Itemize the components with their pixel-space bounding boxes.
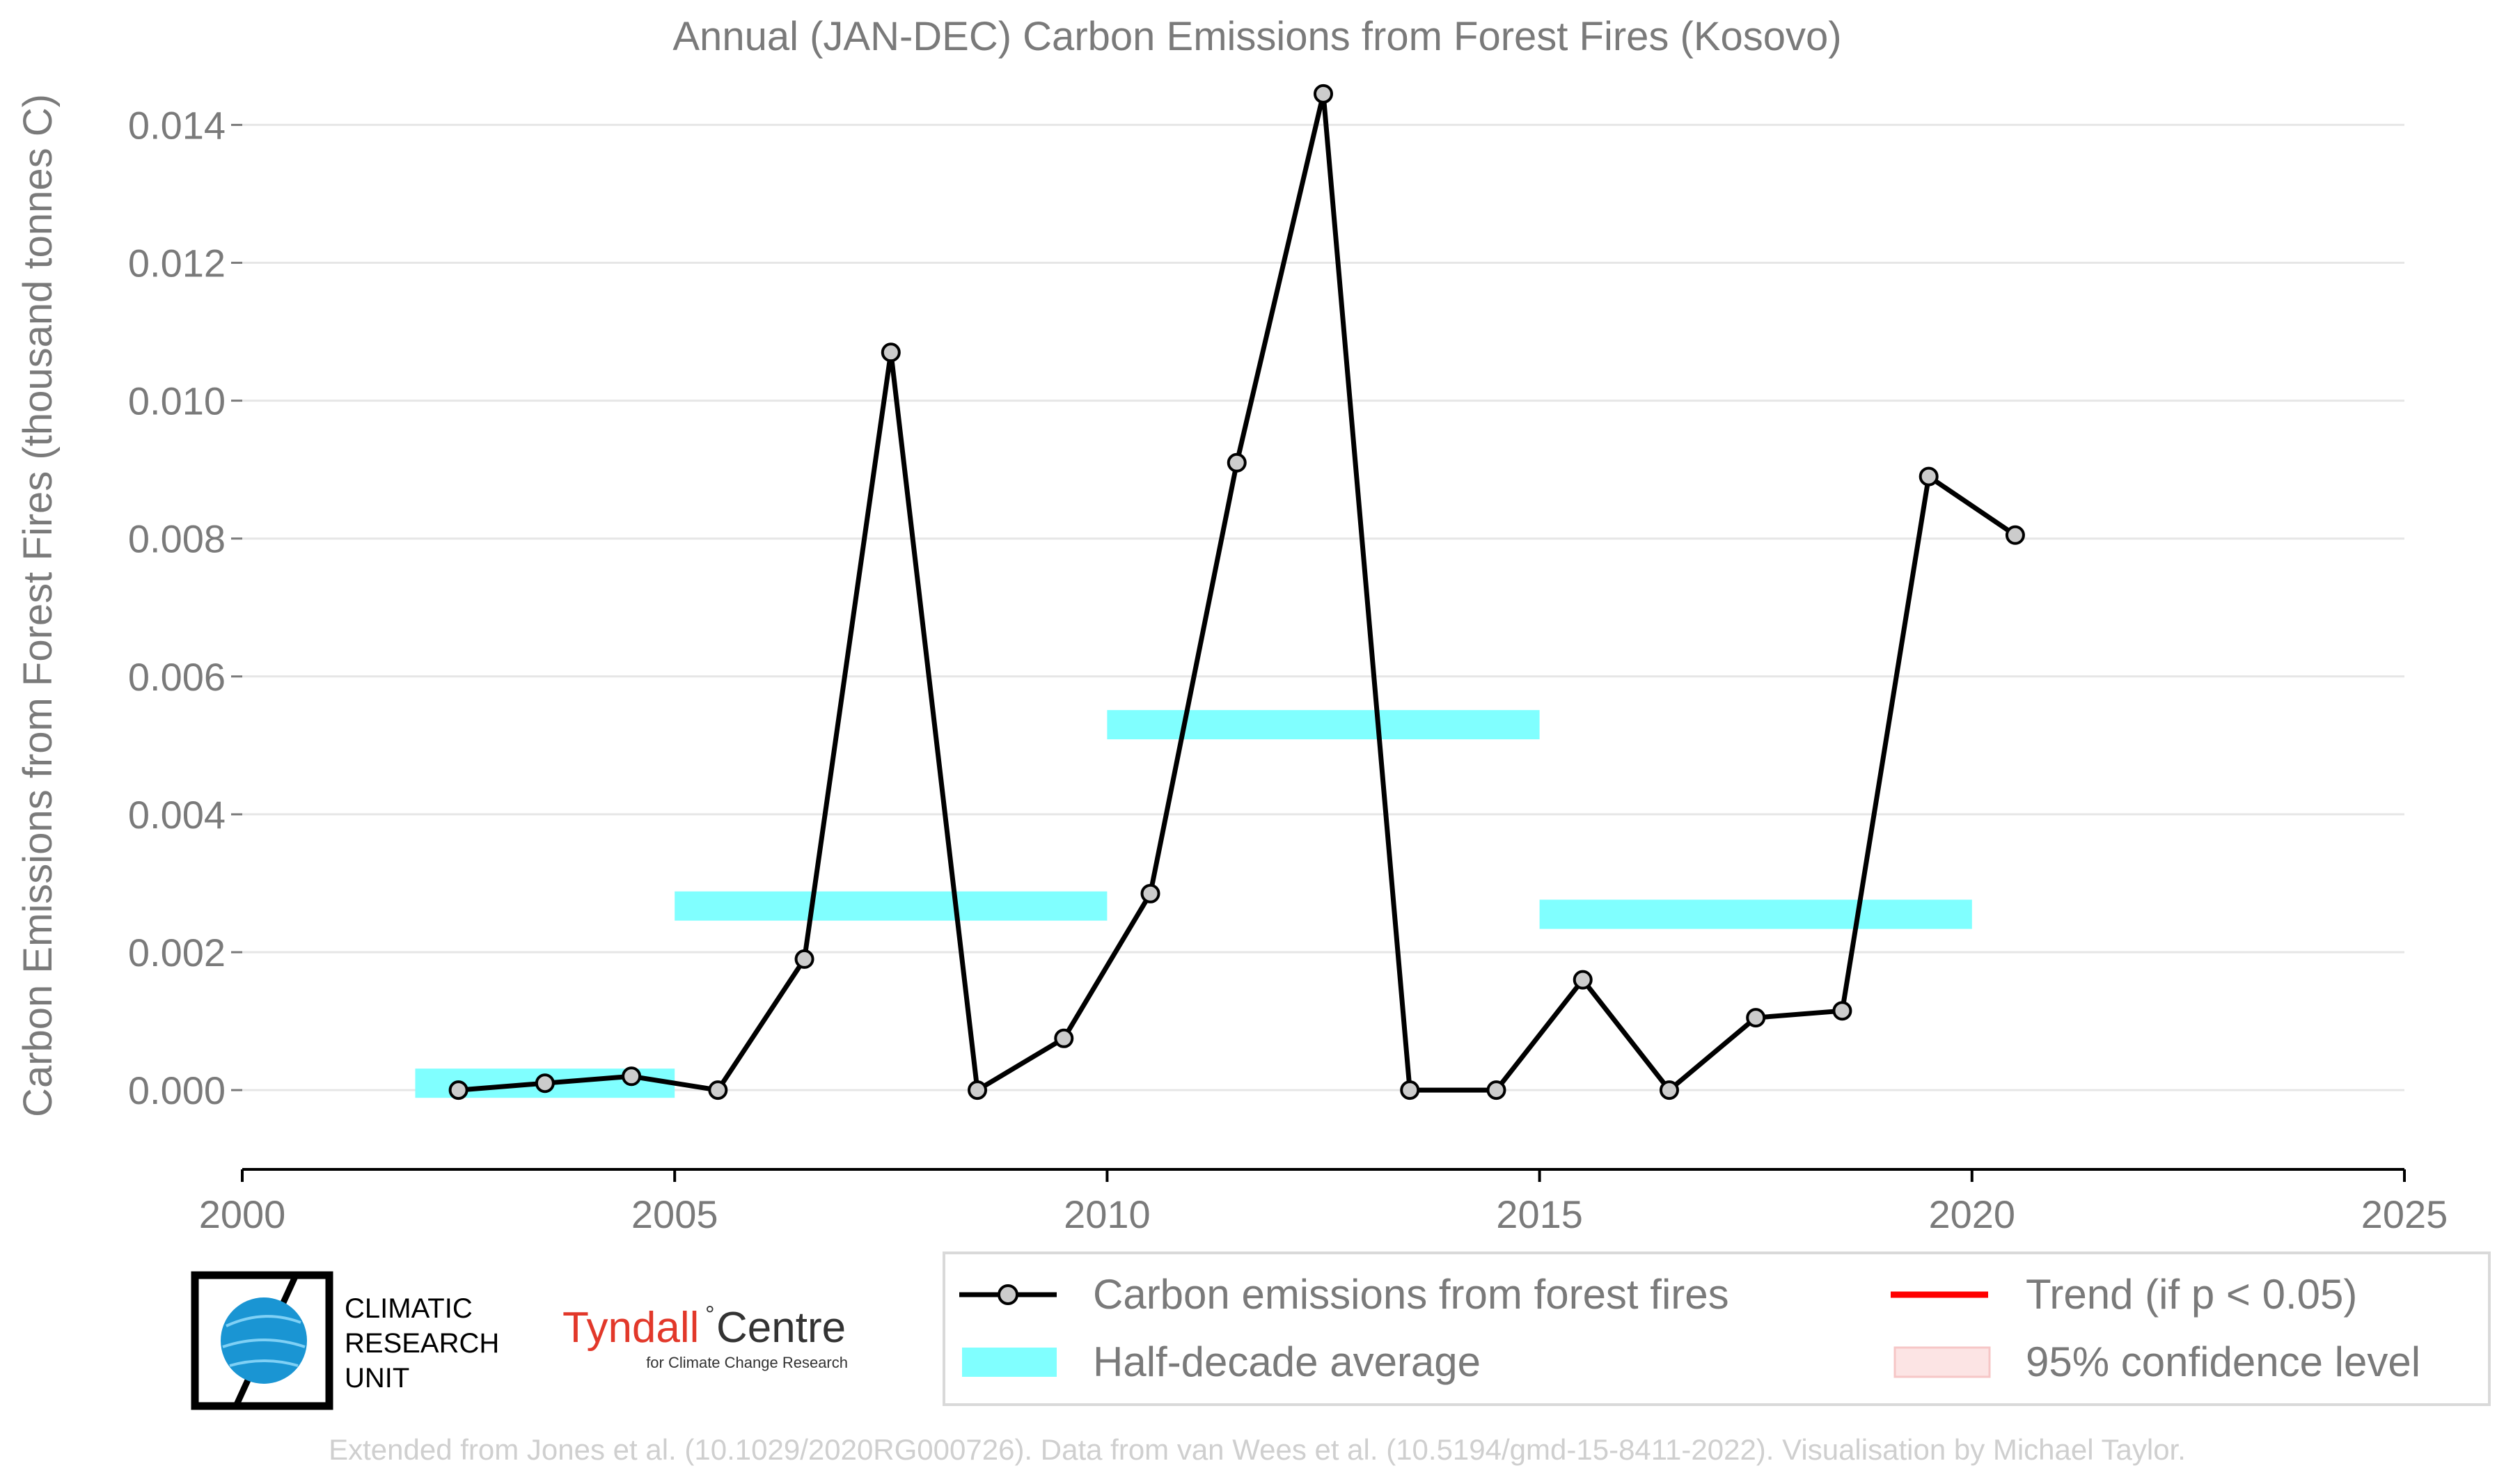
cru-line-2: RESEARCH [345,1328,499,1359]
y-tick-label: 0.014 [128,103,226,147]
legend-label-trend: Trend (if p < 0.05) [2026,1271,2357,1318]
legend: Carbon emissions from forest fires Trend… [943,1252,2491,1406]
data-point [1140,883,1160,903]
legend-entry-emissions: Carbon emissions from forest fires [959,1271,1729,1318]
x-tick-label: 2020 [1929,1192,2016,1236]
legend-entry-trend: Trend (if p < 0.05) [1891,1271,2357,1318]
y-tick-label: 0.008 [128,517,226,561]
y-tick-label: 0.002 [128,931,226,974]
data-point [794,949,814,969]
x-tick-label: 2025 [2361,1192,2448,1236]
tyndall-subtitle: for Climate Change Research [646,1354,848,1371]
half-decade-bar [1539,899,1972,929]
data-point [1227,452,1247,473]
chart-title: Annual (JAN-DEC) Carbon Emissions from F… [672,14,1841,59]
y-tick-label: 0.010 [128,379,226,423]
tyndall-degree: ° [705,1302,715,1328]
legend-label-confidence: 95% confidence level [2026,1339,2420,1385]
cru-logo: CLIMATIC RESEARCH UNIT [191,1271,499,1410]
half-decade-bar [675,891,1108,921]
y-tick-label: 0.004 [128,793,226,837]
data-point [448,1080,468,1100]
data-point [1746,1008,1766,1028]
cru-line-3: UNIT [345,1363,409,1394]
data-point [1832,1001,1852,1021]
y-axis-label: Carbon Emissions from Forest Fires (thou… [15,94,61,1117]
x-tick-label: 2005 [631,1192,718,1236]
legend-label-half-decade: Half-decade average [1093,1339,1481,1385]
cru-line-1: CLIMATIC [345,1293,473,1324]
tyndall-centre: Centre [716,1304,846,1352]
emissions-series [448,84,2025,1100]
data-point [881,342,901,363]
data-point [1659,1080,1679,1100]
tyndall-name: Tyndall [562,1304,699,1352]
data-point [968,1080,988,1100]
y-tick-label: 0.000 [128,1068,226,1112]
data-point [2005,525,2025,545]
data-point [708,1080,728,1100]
tyndall-logo: Tyndall ° Centre for Climate Change Rese… [562,1302,848,1371]
data-point [1919,466,1939,487]
legend-entry-confidence: 95% confidence level [1893,1339,2420,1385]
x-tick-label: 2000 [199,1192,286,1236]
data-point [1314,84,1333,104]
axes: 0.000 0.002 0.004 0.006 0.008 0.010 0.012 0.014… [128,103,2448,1236]
data-point [1573,970,1593,990]
legend-label-emissions: Carbon emissions from forest fires [1093,1271,1729,1318]
y-tick-label: 0.006 [128,655,226,699]
data-point [1400,1080,1420,1100]
y-tick-label: 0.012 [128,242,226,285]
legend-frame [943,1252,2491,1406]
credit-line: Extended from Jones et al. (10.1029/2020… [329,1433,2186,1466]
data-point [1486,1080,1506,1100]
data-point [622,1066,642,1087]
data-point [1054,1028,1074,1048]
half-decade-bar [1107,710,1540,740]
legend-entry-half-decade: Half-decade average [962,1339,1481,1385]
x-tick-label: 2010 [1064,1192,1151,1236]
data-point [535,1073,555,1094]
x-tick-label: 2015 [1496,1192,1583,1236]
